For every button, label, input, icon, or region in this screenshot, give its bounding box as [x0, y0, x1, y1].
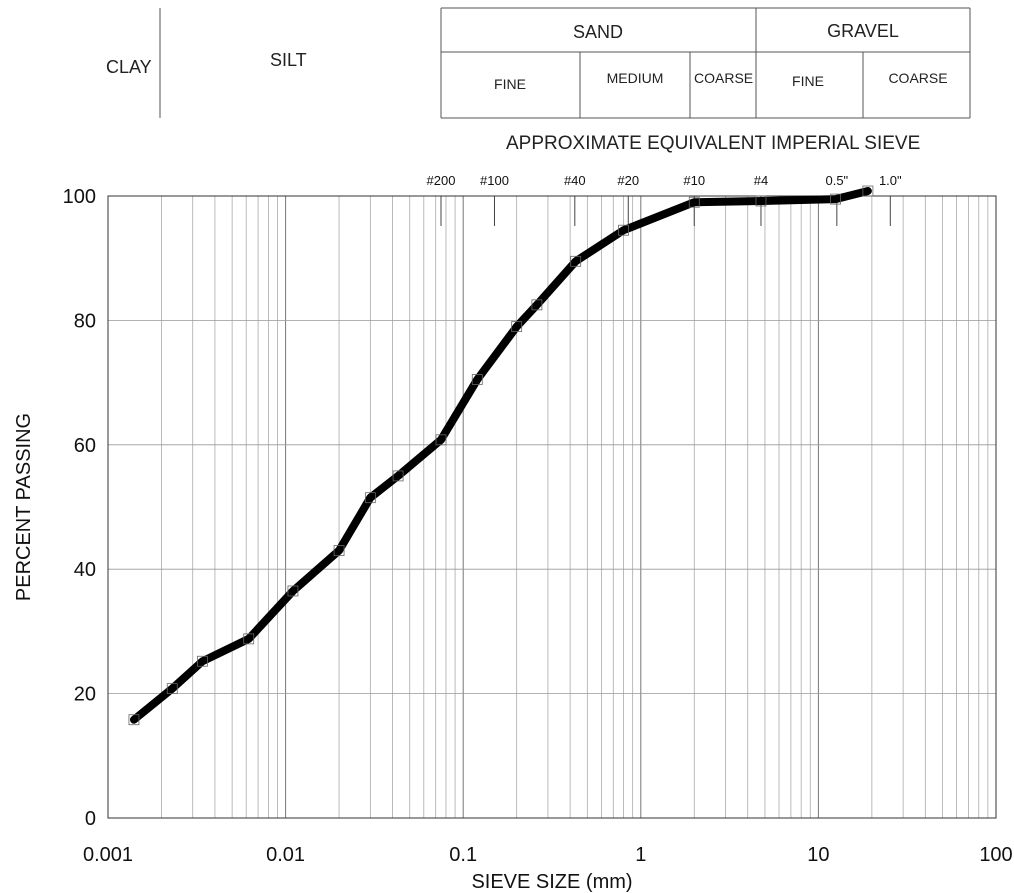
x-tick-label: 100 [979, 844, 1012, 866]
gravel-coarse-label: COARSE [888, 70, 947, 86]
y-tick-label: 100 [63, 186, 96, 208]
sieve-label: #40 [564, 173, 586, 188]
sieve-label: 1.0" [879, 173, 902, 188]
data-point [531, 299, 543, 311]
data-point [166, 683, 178, 695]
y-tick-label: 20 [74, 684, 96, 706]
x-axis-label: SIEVE SIZE (mm) [471, 871, 632, 893]
y-tick-label: 60 [74, 435, 96, 457]
data-point [570, 255, 582, 267]
sand-label: SAND [573, 22, 623, 42]
x-tick-label: 0.01 [266, 844, 305, 866]
plot-frame [107, 195, 997, 819]
y-tick-label: 0 [85, 808, 96, 830]
sieve-label: #4 [754, 173, 768, 188]
x-tick-label: 0.001 [83, 844, 133, 866]
silt-label: SILT [270, 50, 307, 70]
data-point [830, 193, 842, 205]
sand-coarse-label: COARSE [694, 70, 753, 86]
data-point [511, 321, 523, 333]
soil-classification-box: CLAY SILT SAND GRAVEL FINE MEDIUM COARSE… [106, 7, 971, 119]
sieve-label: #200 [427, 173, 456, 188]
data-point [392, 470, 404, 482]
data-point [196, 655, 208, 667]
gradation-curve [130, 187, 872, 724]
y-tick-label: 40 [74, 559, 96, 581]
x-tick-labels: 0.001 0.01 0.1 1 10 100 [83, 844, 1013, 866]
imperial-sieve-label: APPROXIMATE EQUIVALENT IMPERIAL SIEVE [506, 133, 920, 154]
data-point [364, 492, 376, 504]
gravel-fine-label: FINE [792, 73, 824, 89]
sand-fine-label: FINE [494, 76, 526, 92]
sieve-label: #20 [617, 173, 639, 188]
y-tick-label: 80 [74, 310, 96, 332]
data-point [287, 585, 299, 597]
y-tick-labels: 0 20 40 60 80 100 [63, 186, 96, 830]
data-point [755, 195, 767, 207]
sieve-label: #10 [683, 173, 705, 188]
data-point [688, 196, 700, 208]
gravel-label: GRAVEL [827, 21, 899, 41]
x-tick-label: 1 [635, 844, 646, 866]
y-axis-label: PERCENT PASSING [13, 413, 35, 601]
sieve-label: #100 [480, 173, 509, 188]
data-point [128, 714, 140, 726]
clay-label: CLAY [106, 57, 152, 77]
data-point [471, 374, 483, 385]
data-point [862, 185, 874, 197]
x-tick-label: 0.1 [449, 844, 477, 866]
data-point [333, 545, 345, 556]
data-point [618, 224, 629, 236]
sand-medium-label: MEDIUM [607, 70, 664, 86]
series-layer [128, 185, 874, 726]
data-point [435, 434, 447, 446]
data-point [243, 633, 255, 645]
sieve-label: 0.5" [825, 173, 848, 188]
x-tick-label: 10 [807, 844, 829, 866]
